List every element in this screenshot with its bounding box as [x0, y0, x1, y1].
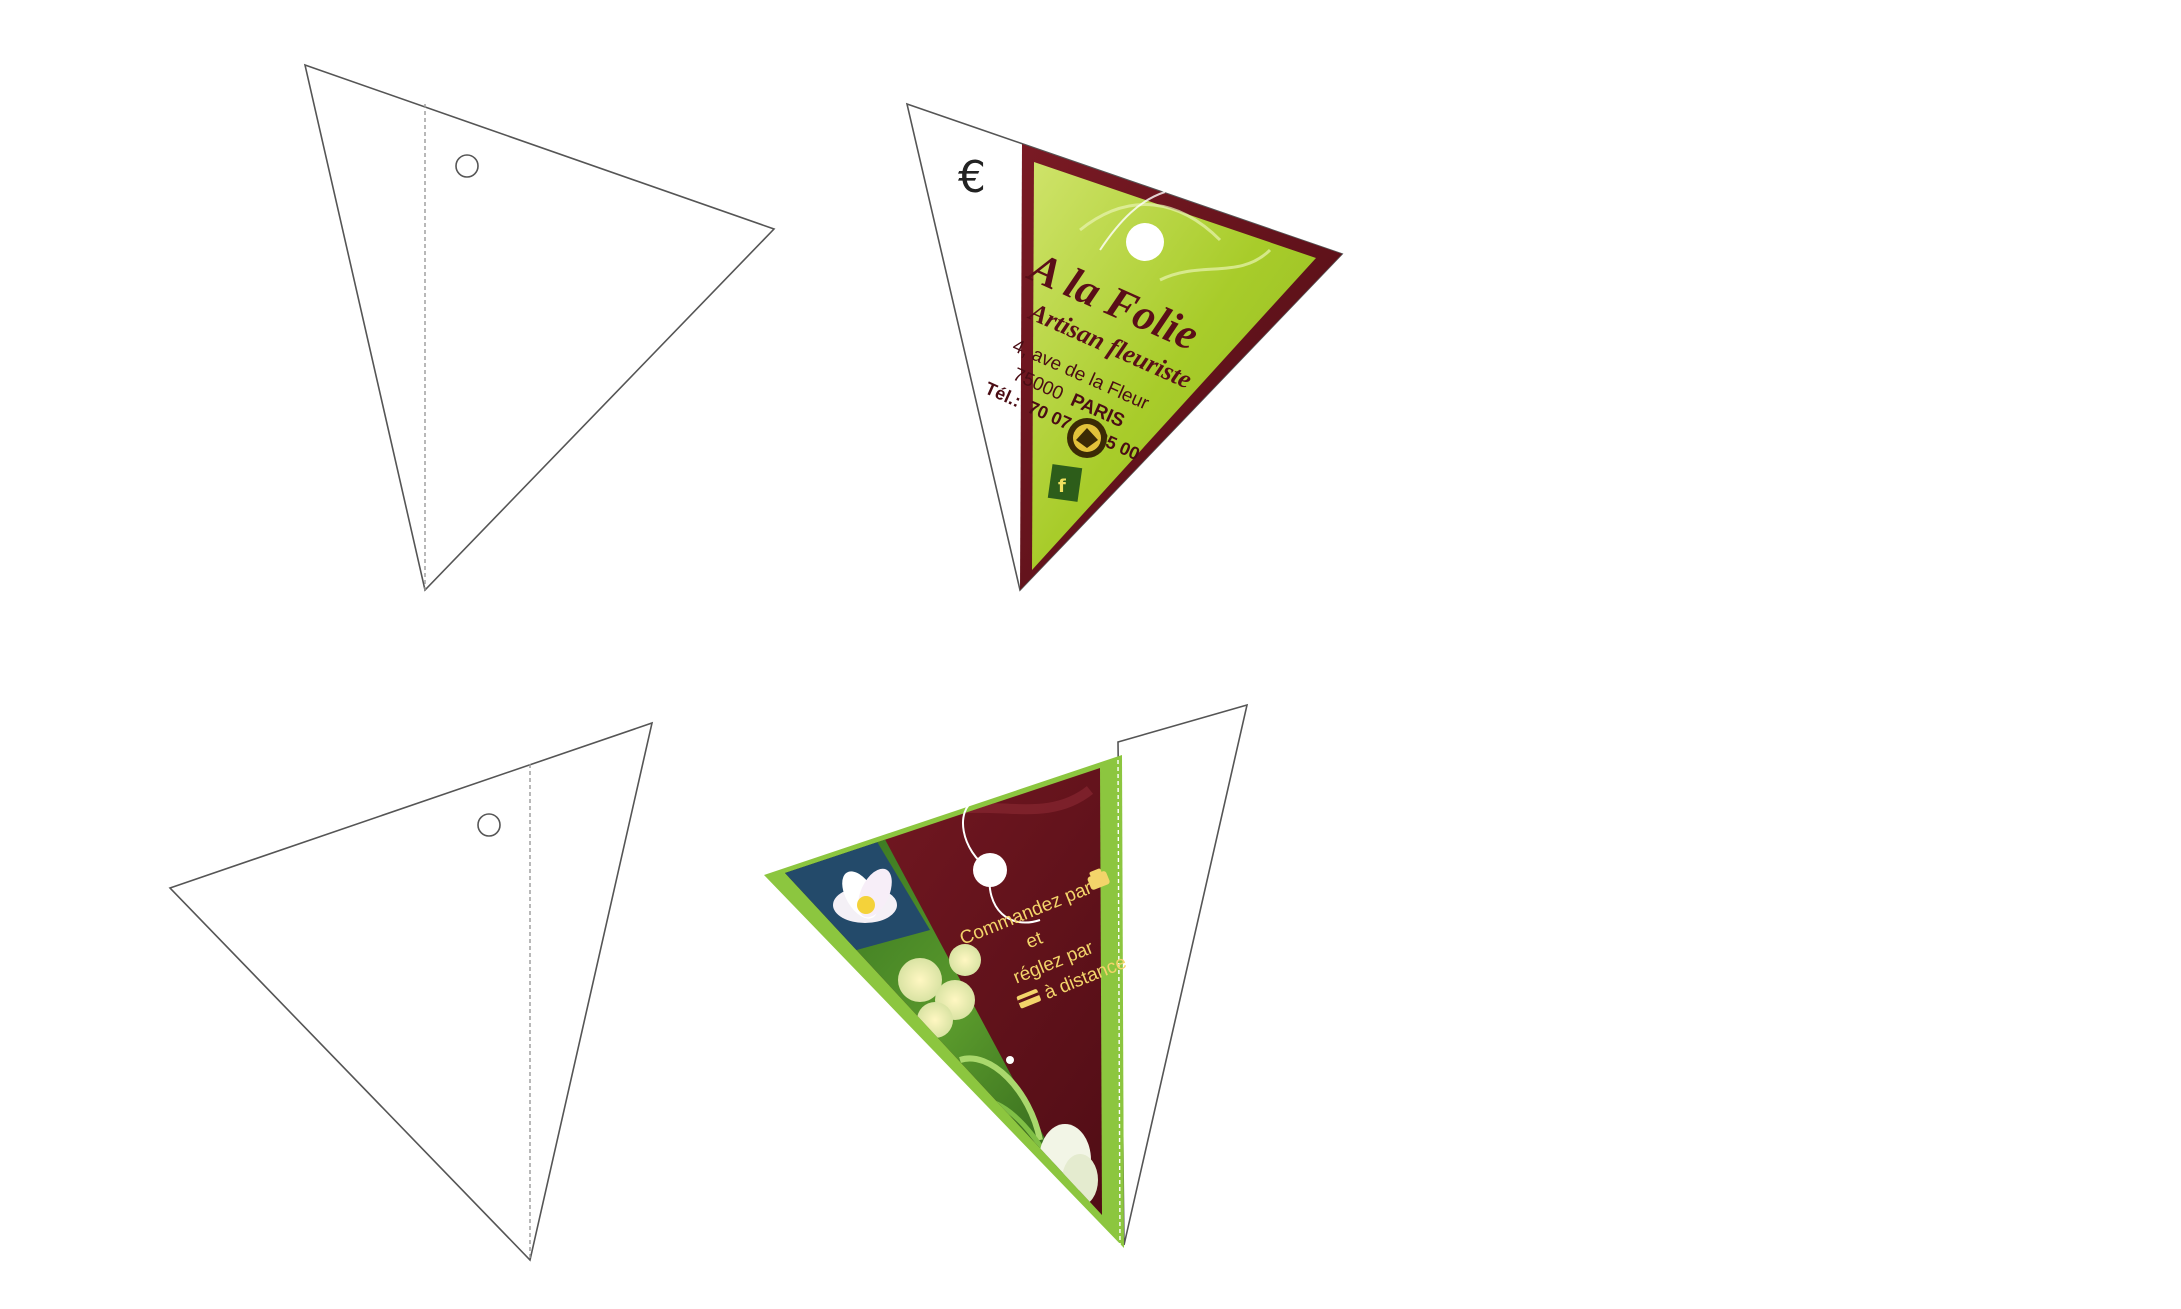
template-bottom-left — [168, 721, 654, 1262]
hang-hole — [477, 813, 501, 837]
hang-hole — [1126, 223, 1164, 261]
svg-text:f: f — [1058, 476, 1066, 497]
euro-symbol: € — [958, 152, 986, 203]
hang-hole — [455, 154, 479, 178]
printed-tag-back: Commandez par et réglez par à distance — [764, 703, 1249, 1248]
phone-icon — [1087, 868, 1110, 890]
water-lily-icon — [833, 868, 897, 923]
florist-logo-icon: f — [1047, 464, 1083, 502]
card-icon — [1016, 989, 1041, 1009]
printed-tag-front: € A la Folie Artisan fleuriste 4, ave de… — [905, 102, 1344, 592]
template-top-left — [303, 63, 776, 592]
artisan-badge-icon — [1067, 418, 1107, 458]
fold-line — [1117, 759, 1121, 1246]
